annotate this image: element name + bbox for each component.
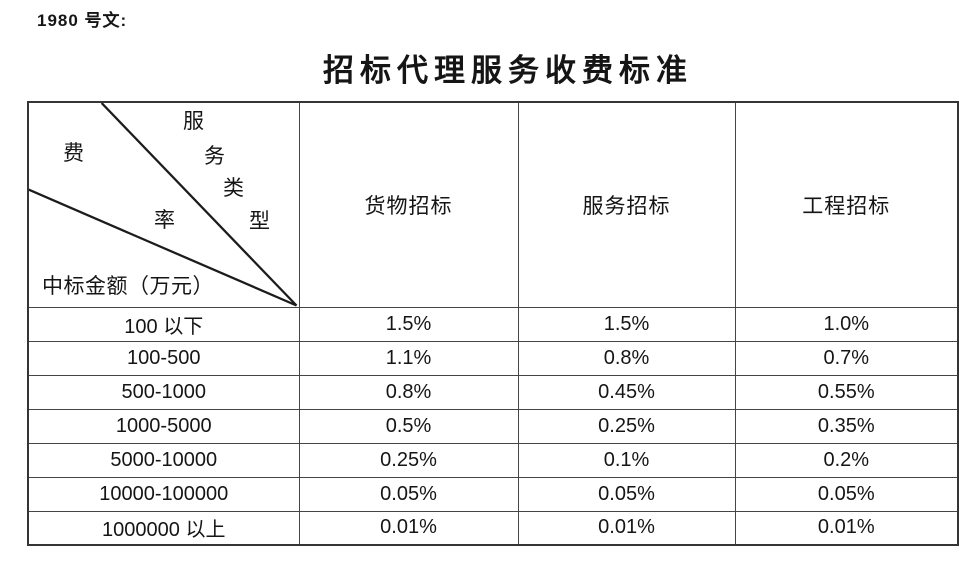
rate-cell: 0.05% bbox=[298, 476, 519, 512]
table-row: 1000-5000 0.5% 0.25% 0.35% bbox=[27, 408, 959, 444]
rate-cell: 0.01% bbox=[734, 510, 959, 546]
corner-service-type-char: 型 bbox=[249, 209, 270, 233]
doc-ref-label: 1980 号文: bbox=[37, 11, 128, 30]
corner-amount-axis-label: 中标金额（万元） bbox=[42, 274, 214, 298]
rate-cell: 0.1% bbox=[517, 442, 736, 478]
rate-cell: 1.0% bbox=[734, 306, 959, 342]
rate-cell: 1.1% bbox=[298, 340, 519, 376]
rate-cell: 0.05% bbox=[734, 476, 959, 512]
rate-cell: 0.35% bbox=[734, 408, 959, 444]
rate-cell: 0.7% bbox=[734, 340, 959, 376]
amount-range-cell: 1000-5000 bbox=[27, 408, 300, 444]
table-corner-cell: 服 务 类 型 费 率 中标金额（万元） bbox=[27, 101, 300, 308]
table-row: 100-500 1.1% 0.8% 0.7% bbox=[27, 340, 959, 376]
amount-range-cell: 1000000 以上 bbox=[27, 510, 300, 546]
table-row: 100 以下 1.5% 1.5% 1.0% bbox=[27, 306, 959, 342]
corner-service-type-char: 服 bbox=[183, 109, 204, 133]
amount-range-cell: 100-500 bbox=[27, 340, 300, 376]
rate-cell: 0.01% bbox=[298, 510, 519, 546]
column-header-service-bidding: 服务招标 bbox=[517, 101, 736, 308]
table-row: 500-1000 0.8% 0.45% 0.55% bbox=[27, 374, 959, 410]
table-header-row: 服 务 类 型 费 率 中标金额（万元） 货物招标 服务招标 工程招标 bbox=[27, 101, 959, 308]
amount-range-cell: 5000-10000 bbox=[27, 442, 300, 478]
rate-cell: 0.01% bbox=[517, 510, 736, 546]
rate-cell: 0.25% bbox=[517, 408, 736, 444]
rate-cell: 0.45% bbox=[517, 374, 736, 410]
rate-cell: 0.8% bbox=[517, 340, 736, 376]
page-title: 招标代理服务收费标准 bbox=[323, 53, 693, 88]
rate-cell: 0.05% bbox=[517, 476, 736, 512]
rate-cell: 0.55% bbox=[734, 374, 959, 410]
column-header-works-bidding: 工程招标 bbox=[734, 101, 959, 308]
corner-fee-rate-char: 费 bbox=[63, 141, 84, 165]
diagonal-divider-lines bbox=[29, 103, 298, 307]
rate-cell: 0.2% bbox=[734, 442, 959, 478]
corner-service-type-char: 类 bbox=[223, 176, 244, 200]
rate-cell: 0.25% bbox=[298, 442, 519, 478]
rate-cell: 0.8% bbox=[298, 374, 519, 410]
table-row: 10000-100000 0.05% 0.05% 0.05% bbox=[27, 476, 959, 512]
rate-cell: 1.5% bbox=[298, 306, 519, 342]
column-header-goods-bidding: 货物招标 bbox=[298, 101, 519, 308]
fee-standard-table: 服 务 类 型 费 率 中标金额（万元） 货物招标 服务招标 工程招标 100 … bbox=[27, 101, 959, 546]
table-row: 1000000 以上 0.01% 0.01% 0.01% bbox=[27, 510, 959, 546]
amount-range-cell: 10000-100000 bbox=[27, 476, 300, 512]
corner-service-type-char: 务 bbox=[204, 144, 225, 168]
amount-range-cell: 100 以下 bbox=[27, 306, 300, 342]
amount-range-cell: 500-1000 bbox=[27, 374, 300, 410]
table-row: 5000-10000 0.25% 0.1% 0.2% bbox=[27, 442, 959, 478]
corner-fee-rate-char: 率 bbox=[154, 208, 175, 232]
rate-cell: 1.5% bbox=[517, 306, 736, 342]
rate-cell: 0.5% bbox=[298, 408, 519, 444]
